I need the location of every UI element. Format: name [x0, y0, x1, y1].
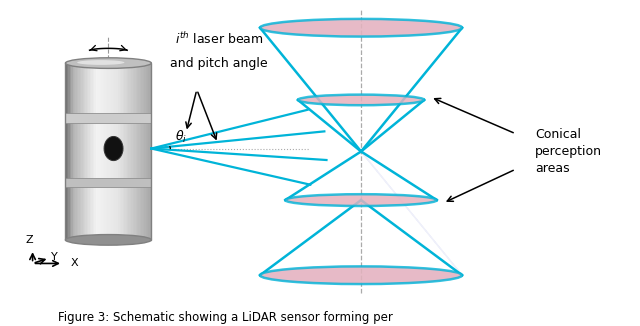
Polygon shape — [260, 200, 462, 284]
Bar — [116, 63, 118, 240]
Text: and pitch angle: and pitch angle — [170, 57, 268, 70]
Bar — [72, 63, 75, 240]
Bar — [86, 63, 88, 240]
Text: $\theta_i$: $\theta_i$ — [175, 129, 188, 145]
Bar — [125, 63, 127, 240]
Ellipse shape — [260, 19, 462, 37]
Bar — [111, 63, 113, 240]
Bar — [65, 178, 151, 187]
Polygon shape — [260, 152, 462, 284]
Ellipse shape — [298, 95, 424, 105]
Bar — [141, 63, 143, 240]
Bar — [71, 63, 73, 240]
Bar — [134, 63, 136, 240]
Bar — [108, 63, 111, 240]
Bar — [131, 63, 133, 240]
Bar — [70, 63, 72, 240]
Bar — [150, 63, 152, 240]
Ellipse shape — [77, 60, 124, 65]
Bar — [67, 63, 69, 240]
Bar — [140, 63, 142, 240]
Bar — [88, 63, 90, 240]
Bar — [80, 63, 82, 240]
Ellipse shape — [285, 194, 437, 206]
Bar — [124, 63, 126, 240]
Bar — [78, 63, 81, 240]
Bar — [97, 63, 99, 240]
Bar — [121, 63, 124, 240]
Bar — [107, 63, 109, 240]
Bar — [110, 63, 112, 240]
Bar — [76, 63, 77, 240]
Bar — [146, 63, 148, 240]
Bar — [92, 63, 93, 240]
Bar — [137, 63, 139, 240]
Bar — [74, 63, 76, 240]
Bar — [77, 63, 79, 240]
Bar — [143, 63, 145, 240]
Bar — [94, 63, 96, 240]
Ellipse shape — [65, 58, 151, 68]
Bar — [118, 63, 120, 240]
Bar — [81, 63, 83, 240]
Bar — [129, 63, 131, 240]
Bar — [114, 63, 116, 240]
Bar — [104, 63, 106, 240]
Bar — [113, 63, 115, 240]
Bar — [106, 63, 108, 240]
Bar — [136, 63, 138, 240]
Bar — [102, 63, 105, 240]
Bar — [65, 63, 67, 240]
Text: Figure 3: Schematic showing a LiDAR sensor forming per: Figure 3: Schematic showing a LiDAR sens… — [58, 311, 393, 324]
Text: Y: Y — [51, 252, 58, 262]
Bar — [138, 63, 141, 240]
Bar — [148, 63, 150, 240]
Bar — [65, 113, 151, 123]
Bar — [120, 63, 122, 240]
Bar — [95, 63, 97, 240]
Text: Z: Z — [26, 235, 33, 245]
Bar — [93, 63, 95, 240]
Ellipse shape — [104, 137, 123, 161]
Bar — [132, 63, 135, 240]
Polygon shape — [260, 19, 462, 152]
Bar — [65, 63, 151, 240]
Ellipse shape — [65, 235, 151, 245]
Bar — [90, 63, 92, 240]
Bar — [123, 63, 125, 240]
Bar — [127, 63, 129, 240]
Bar — [147, 63, 149, 240]
Text: X: X — [70, 259, 78, 268]
Bar — [84, 63, 86, 240]
Polygon shape — [298, 95, 424, 152]
Bar — [144, 63, 147, 240]
Bar — [117, 63, 119, 240]
Ellipse shape — [260, 266, 462, 284]
Bar — [99, 63, 100, 240]
Polygon shape — [285, 152, 437, 206]
Bar — [100, 63, 102, 240]
Text: Conical
perception
areas: Conical perception areas — [535, 128, 602, 175]
Text: $i^{th}$ laser beam: $i^{th}$ laser beam — [175, 31, 263, 47]
Bar — [83, 63, 84, 240]
Bar — [87, 63, 89, 240]
Bar — [101, 63, 103, 240]
Bar — [130, 63, 132, 240]
Bar — [68, 63, 70, 240]
Polygon shape — [260, 19, 462, 152]
